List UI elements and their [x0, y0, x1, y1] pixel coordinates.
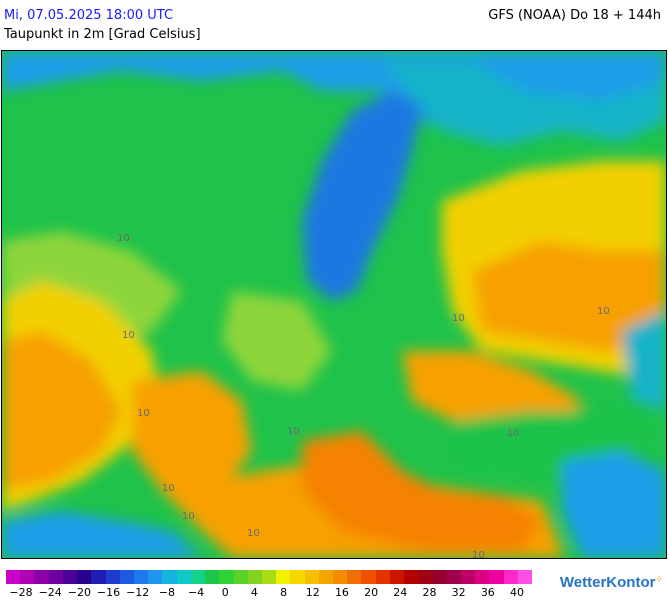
isoline-label: 10: [117, 233, 130, 244]
parameter-title: Taupunkt in 2m [Grad Celsius]: [4, 27, 201, 42]
isoline-label: 10: [182, 511, 195, 522]
legend-swatch: [219, 570, 234, 584]
legend-swatch: [6, 570, 21, 584]
central-europe-light-green: [222, 291, 332, 391]
legend-swatch: [261, 570, 277, 584]
legend-tick-label: 8: [280, 586, 288, 599]
legend-swatch: [119, 570, 134, 584]
legend-tick-label: −4: [187, 586, 205, 599]
legend-swatch: [133, 570, 149, 584]
legend-tick-label: −8: [158, 586, 175, 599]
legend-tick-label: −16: [96, 586, 121, 599]
brand-name: WetterKontor: [559, 574, 656, 591]
east-europe-orange: [472, 241, 666, 351]
legend-swatch: [276, 570, 291, 584]
header-info: Mi, 07.05.2025 18:00 UTC Taupunkt in 2m …: [4, 6, 201, 44]
color-scale-ticks: −28 −24 −20 −16 −12 −8 −4 0 4 8 12 16 20 24 28 32 36 40: [6, 586, 532, 600]
legend-swatch: [446, 570, 461, 584]
legend-swatch: [162, 570, 177, 584]
legend-swatch: [290, 570, 305, 584]
legend-tick-label: −20: [67, 586, 91, 599]
legend-tick-label: 28: [422, 586, 437, 599]
isoline-label: 10: [472, 550, 485, 558]
teal-north-area: [382, 61, 666, 146]
legend-swatch: [389, 570, 405, 584]
legend-tick-label: −12: [126, 586, 150, 599]
legend-swatch: [503, 570, 518, 584]
legend-swatch: [233, 570, 248, 584]
legend-swatch: [48, 570, 63, 584]
legend-tick-label: 16: [334, 586, 349, 599]
legend-swatch: [20, 570, 35, 584]
scandinavia-blue-area: [302, 91, 422, 301]
legend-swatch: [418, 570, 433, 584]
legend-tick-label: 20: [364, 586, 379, 599]
legend-swatch: [404, 570, 419, 584]
isoline-label: 10: [137, 408, 150, 419]
isoline-label: 10: [452, 313, 465, 324]
legend-swatch: [91, 570, 106, 584]
legend-swatch: [333, 570, 348, 584]
wetterkontor-logo: WetterKontor⁘: [560, 574, 663, 591]
legend-swatch: [304, 570, 319, 584]
legend-tick-label: 12: [305, 586, 320, 599]
legend-tick-label: 4: [250, 586, 258, 599]
middle-east-blue: [562, 451, 666, 558]
legend-swatch: [62, 570, 78, 584]
southwest-blue-area: [2, 511, 202, 558]
iberia-orange-area: [132, 371, 252, 491]
legend-tick-label: −28: [9, 586, 33, 599]
legend-tick-label: 24: [393, 586, 408, 599]
mediterranean-warm: [302, 431, 542, 551]
isoline-label: 10: [287, 426, 300, 437]
isoline-label: 10: [247, 528, 260, 539]
isoline-label: 10: [122, 330, 135, 341]
legend-swatch: [517, 570, 533, 584]
legend-tick-label: 32: [451, 586, 466, 599]
isoline-label: 10: [162, 483, 175, 494]
legend-swatch: [105, 570, 120, 584]
color-field: [2, 51, 666, 558]
legend-swatch: [475, 570, 490, 584]
legend-swatch: [461, 570, 476, 584]
legend-tick-label: −24: [38, 586, 62, 599]
legend-swatch: [148, 570, 163, 584]
logo-dots-icon: ⁘: [655, 574, 663, 584]
legend-swatch: [34, 570, 49, 584]
isoline-label: 10: [507, 428, 520, 439]
legend-swatch: [176, 570, 191, 584]
caspian-blue: [622, 311, 666, 411]
legend-tick-label: 0: [221, 586, 229, 599]
legend-tick-label: 36: [480, 586, 495, 599]
legend-swatch: [432, 570, 447, 584]
atlantic-orange-area: [2, 331, 122, 491]
model-run-label: GFS (NOAA) Do 18 + 144h: [488, 8, 661, 23]
legend-swatch: [205, 570, 220, 584]
legend-swatch: [361, 570, 376, 584]
legend-swatch: [247, 570, 262, 584]
dewpoint-map: 101010101010101010101010: [1, 50, 667, 559]
legend-swatch: [375, 570, 390, 584]
legend-swatch: [318, 570, 334, 584]
map-canvas: 101010101010101010101010: [2, 51, 666, 558]
legend-swatch: [489, 570, 504, 584]
legend-swatch: [77, 570, 92, 584]
color-scale-bar: [6, 570, 533, 584]
legend-tick-label: 40: [510, 586, 524, 599]
legend-swatch: [347, 570, 362, 584]
legend-swatch: [190, 570, 206, 584]
valid-datetime: Mi, 07.05.2025 18:00 UTC: [4, 8, 174, 23]
isoline-label: 10: [597, 306, 610, 317]
